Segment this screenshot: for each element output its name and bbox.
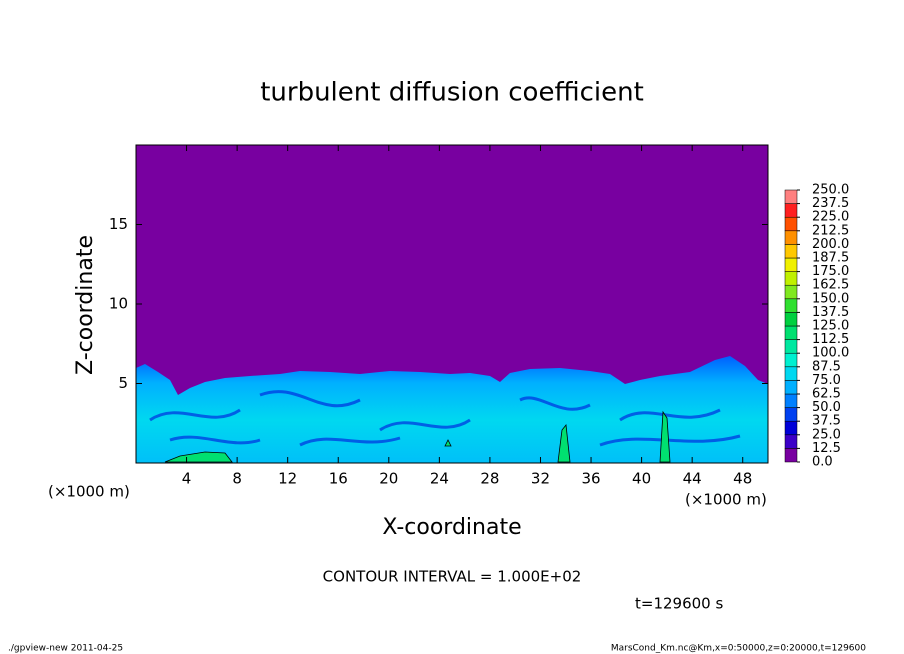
colorbar-label: 87.5 (812, 359, 841, 374)
x-tick-label: 36 (581, 470, 600, 488)
colorbar-label: 200.0 (812, 237, 849, 252)
colorbar-label: 137.5 (812, 305, 849, 320)
colorbar-label: 125.0 (812, 319, 849, 334)
x-tick-label: 4 (182, 470, 192, 488)
colorbar-label: 50.0 (812, 400, 841, 415)
colorbar-band (784, 244, 798, 259)
colorbar-label: 237.5 (812, 196, 849, 211)
colorbar-band (784, 312, 798, 327)
colorbar-band (784, 216, 798, 232)
x-axis-label: X-coordinate (382, 515, 521, 540)
colorbar-band (784, 393, 798, 408)
colorbar-band (784, 448, 798, 463)
x-tick-label: 40 (632, 470, 651, 488)
colorbar-band (784, 203, 798, 218)
colorbar-band (784, 298, 798, 313)
colorbar-label: 187.5 (812, 251, 849, 266)
footer-right: MarsCond_Km.nc@Km,x=0:50000,z=0:20000,t=… (611, 644, 866, 654)
colorbar-band (784, 420, 798, 436)
x-tick-label: 16 (329, 470, 348, 488)
streaks (149, 390, 741, 447)
colorbar-label: 250.0 (812, 183, 849, 198)
colorbar-band (784, 271, 798, 286)
colorbar-label: 212.5 (812, 223, 849, 238)
contour-interval: CONTOUR INTERVAL = 1.000E+02 (323, 568, 582, 586)
colorbar-label: 12.5 (812, 441, 841, 456)
x-tick-label: 28 (480, 470, 499, 488)
colorbar-label: 112.5 (812, 332, 849, 347)
x-tick-label: 12 (278, 470, 297, 488)
y-tick-label: 5 (118, 374, 128, 392)
colorbar-label: 37.5 (812, 414, 841, 429)
x-tick-label: 44 (683, 470, 702, 488)
x-tick-label: 24 (430, 470, 449, 488)
colorbar-label: 0.0 (812, 455, 833, 470)
colorbar-label: 75.0 (812, 373, 841, 388)
green-patches (164, 410, 671, 463)
colorbar-band (784, 380, 798, 395)
colorbar-label: 150.0 (812, 291, 849, 306)
colorbar-band (784, 339, 798, 354)
time-label: t=129600 s (635, 595, 723, 613)
colorbar-label: 225.0 (812, 210, 849, 225)
field (136, 145, 768, 463)
colorbar-band (784, 189, 798, 204)
colorbar-band (784, 434, 798, 449)
x-tick-label: 32 (531, 470, 550, 488)
colorbar-band (784, 366, 798, 381)
colorbar-band (784, 407, 798, 422)
x-tick-label: 20 (379, 470, 398, 488)
colorbar-band (784, 257, 798, 272)
colorbar-label: 162.5 (812, 278, 849, 293)
colorbar-label: 100.0 (812, 346, 849, 361)
boundary-layer (136, 356, 768, 463)
colorbar-label: 62.5 (812, 387, 841, 402)
colorbar-label: 25.0 (812, 427, 841, 442)
x-unit: (×1000 m) (685, 491, 767, 509)
colorbar-band (784, 352, 798, 368)
colorbar-label: 175.0 (812, 264, 849, 279)
y-tick-label: 15 (109, 215, 128, 233)
colorbar-band (784, 284, 798, 300)
y-unit: (×1000 m) (48, 483, 130, 501)
footer-left: ./gpview-new 2011-04-25 (8, 644, 123, 654)
x-tick-label: 48 (733, 470, 752, 488)
y-tick-label: 10 (109, 295, 128, 313)
colorbar-band (784, 325, 798, 340)
chart-title: turbulent diffusion coefficient (260, 78, 644, 108)
y-axis-label: Z-coordinate (73, 235, 98, 375)
colorbar-band (784, 230, 798, 245)
x-tick-label: 8 (232, 470, 242, 488)
